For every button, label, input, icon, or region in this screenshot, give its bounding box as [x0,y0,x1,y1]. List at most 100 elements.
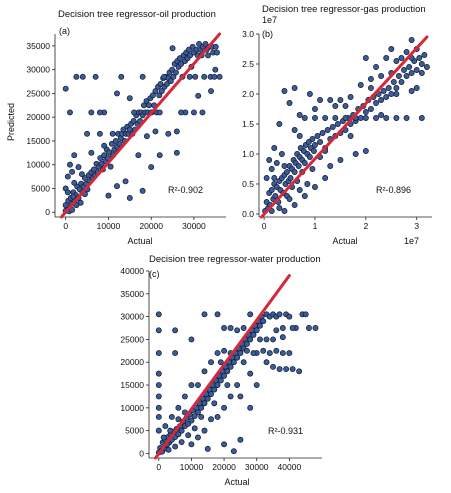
y-tick-label: 10000 [26,160,50,170]
data-point [90,166,97,173]
data-point [198,414,205,420]
data-point [393,91,400,97]
data-point [191,425,198,432]
data-point [401,67,407,73]
data-point [403,49,410,55]
y-tick-label: 1.0 [242,149,254,159]
data-point [185,46,192,53]
data-point [263,359,270,366]
y-tick-label: 25000 [120,334,144,344]
data-point [268,166,275,172]
data-point [195,382,201,388]
data-point [287,175,294,181]
data-point [311,148,317,154]
data-point [276,205,283,211]
data-point [114,90,120,97]
data-point [176,55,183,62]
data-point [208,416,214,423]
data-point [247,370,254,377]
data-point [393,85,400,91]
data-point [164,80,170,87]
data-point [278,151,285,157]
y-tick-label: 0.5 [242,179,254,189]
data-point [243,341,250,347]
data-point [178,439,185,445]
data-point [205,52,211,59]
data-point [253,382,260,388]
data-point [67,161,73,168]
data-point [337,157,344,163]
data-point [373,64,379,70]
data-point [272,193,279,199]
y-axis-scale-label: 1e7 [262,15,277,25]
data-point [185,432,192,439]
data-point [312,142,318,148]
data-point [247,404,254,411]
data-point [385,85,392,91]
data-point [188,336,195,343]
data-point [69,168,76,175]
data-point [173,69,179,76]
data-point [173,128,180,135]
y-tick-label: 0 [45,207,50,217]
data-point [178,427,185,434]
x-tick-label: 20000 [212,462,236,472]
data-point [423,64,430,70]
data-point [217,377,224,384]
chart-title: Decision tree regressor-gas production [262,4,426,15]
data-point [314,133,321,139]
data-point [347,133,354,139]
data-point [112,137,119,144]
data-point [227,393,234,400]
data-point [276,366,283,373]
data-point [152,88,159,94]
data-point [403,115,410,121]
fit-line [59,32,222,219]
data-point [367,106,374,112]
data-point [158,88,165,94]
data-point [388,46,395,52]
data-point [279,334,286,341]
y-tick-label: 30000 [120,312,144,322]
data-point [279,350,286,357]
data-point [227,363,234,370]
data-point [296,368,303,375]
data-point [79,73,86,80]
data-point [143,98,150,104]
y-tick-label: 10000 [120,403,144,413]
data-point [101,152,108,159]
data-point [221,441,228,448]
data-point [191,413,198,419]
data-point [273,160,280,166]
data-point [156,109,163,116]
x-axis-label: Actual [332,236,357,246]
data-point [167,78,174,85]
data-point [373,115,379,121]
data-point [169,45,176,52]
y-tick-label: 2.0 [242,89,254,99]
panel-label: (a) [59,26,70,36]
data-point [64,173,71,180]
chart-gas-production: Decision tree regressor-gas production 1… [242,4,432,246]
data-point [286,350,293,357]
data-point [296,112,303,118]
data-point [155,404,162,411]
data-point [362,109,369,115]
data-point [107,163,114,170]
data-point [281,208,288,214]
data-point [253,327,260,334]
data-point [301,160,308,166]
data-point [408,70,415,76]
data-point [250,331,257,338]
data-point [221,372,228,379]
data-point [78,171,85,178]
data-point [172,327,179,334]
data-point [301,193,308,199]
data-point [378,112,385,118]
data-point [362,55,369,61]
y-tick-label: 1.5 [242,119,254,129]
data-point [186,73,193,80]
data-point [270,363,276,370]
data-point [418,115,425,121]
